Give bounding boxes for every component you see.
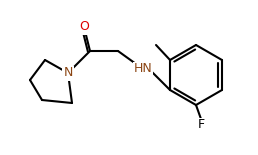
Text: N: N — [63, 66, 73, 80]
Text: O: O — [79, 20, 89, 33]
Text: F: F — [197, 119, 205, 131]
Text: HN: HN — [134, 62, 152, 75]
